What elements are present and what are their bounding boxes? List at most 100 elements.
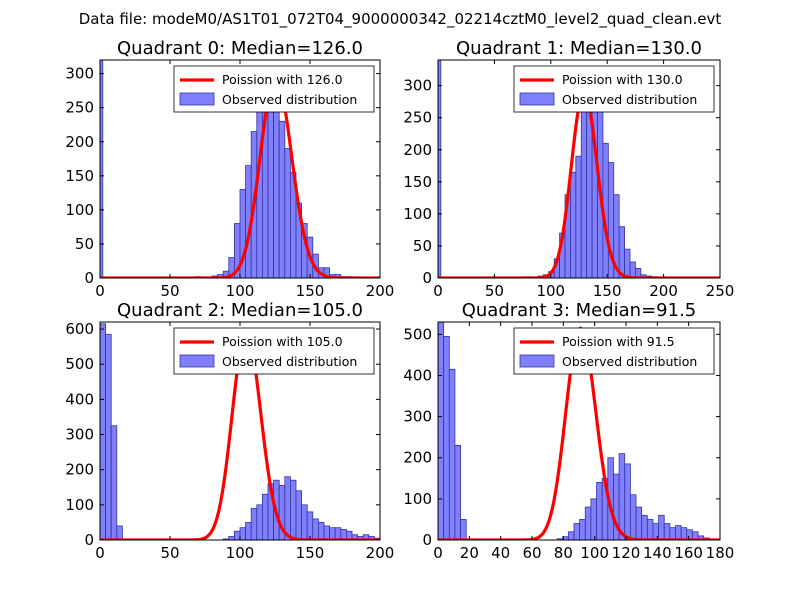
legend-bar-label: Observed distribution (562, 354, 697, 369)
y-tick-label: 50 (75, 235, 94, 253)
histogram-bar (116, 525, 123, 540)
x-tick-label: 150 (296, 544, 325, 562)
histogram-bar (438, 322, 445, 540)
y-tick-label: 400 (403, 366, 432, 384)
x-tick-label: 80 (554, 544, 573, 562)
x-tick-label: 180 (706, 544, 735, 562)
histogram-bar (110, 425, 118, 540)
histogram-bar (591, 85, 598, 278)
y-tick-label: 150 (65, 167, 94, 185)
histogram-bar (641, 514, 648, 540)
histogram-bar (575, 155, 582, 278)
histogram-bar (579, 519, 586, 540)
histogram-bar (100, 323, 106, 540)
plot-area (100, 60, 380, 278)
y-tick-label: 50 (413, 237, 432, 255)
histogram-bar (635, 267, 642, 278)
histogram-bar (233, 530, 241, 540)
x-tick-label: 100 (226, 282, 255, 300)
x-tick-label: 0 (95, 544, 105, 562)
y-tick-label: 200 (403, 141, 432, 159)
quadrant-2-panel: 0 50 100 150 200 0 100 200 300 400 500 600 Quadrant … (65, 300, 394, 562)
histogram-bar (646, 519, 654, 540)
histogram-bar (570, 171, 577, 278)
x-tick-label: 200 (366, 544, 395, 562)
figure-title: Data file: modeM0/AS1T01_072T04_90000003… (79, 10, 722, 29)
histogram-bar (580, 85, 588, 278)
histogram-bar (635, 506, 643, 540)
y-tick-label: 500 (403, 325, 432, 343)
y-tick-label: 400 (65, 390, 94, 408)
y-tick-label: 0 (84, 269, 94, 287)
x-tick-label: 60 (522, 544, 541, 562)
quadrant-1-panel: 0 50 100 150 200 250 0 50 100 150 200 250 300 Quadran… (403, 38, 734, 300)
x-tick-label: 200 (366, 282, 395, 300)
x-tick-label: 150 (593, 282, 622, 300)
histogram-bar (317, 522, 325, 540)
histogram-bar (284, 148, 291, 278)
histogram-bar (675, 525, 682, 540)
x-tick-label: 200 (649, 282, 678, 300)
histogram-bar (596, 482, 603, 540)
legend: Poission with 130.0 Observed distribution (513, 65, 715, 113)
histogram-bar (228, 536, 235, 540)
panel-title: Quadrant 2: Median=105.0 (117, 300, 363, 321)
histogram-bar (443, 335, 450, 540)
histogram-bar (567, 531, 575, 540)
histogram-bar (624, 463, 631, 540)
y-tick-label: 300 (65, 65, 94, 83)
x-tick-label: 20 (460, 544, 479, 562)
histogram-bar (454, 444, 461, 540)
histogram-bar (273, 86, 280, 278)
histogram-bar (680, 527, 688, 540)
y-tick-label: 100 (403, 490, 432, 508)
axes-frame (437, 321, 721, 541)
y-tick-label: 250 (403, 109, 432, 127)
histogram-bar (256, 504, 263, 540)
y-tick-label: 300 (403, 408, 432, 426)
histogram-bar (590, 498, 597, 540)
y-tick-label: 0 (422, 269, 432, 287)
x-tick-label: 50 (160, 544, 179, 562)
legend: Poission with 126.0 Observed distribution (173, 65, 375, 113)
legend-bar-swatch (519, 354, 555, 368)
histogram-bar (460, 519, 467, 540)
histogram-bar (261, 493, 269, 540)
histogram-bar (573, 523, 581, 540)
x-tick-label: 160 (674, 544, 703, 562)
histogram-bar (250, 507, 258, 540)
x-tick-label: 250 (706, 282, 735, 300)
histogram-bar (239, 527, 246, 540)
panel-title: Quadrant 0: Median=126.0 (117, 38, 363, 59)
histogram-bar (448, 368, 456, 540)
x-tick-label: 40 (491, 544, 510, 562)
histogram-bar (105, 333, 112, 540)
histogram-bar (624, 248, 631, 278)
histogram-bar (629, 261, 636, 278)
histogram-bar (618, 453, 626, 540)
legend-curve-label: Poission with 105.0 (222, 334, 343, 349)
legend-bar-swatch (179, 354, 215, 368)
histogram-bar (301, 504, 308, 540)
legend-curve-label: Poission with 126.0 (222, 72, 343, 87)
legend-bar-label: Observed distribution (222, 354, 357, 369)
legend: Poission with 91.5 Observed distribution (513, 327, 715, 375)
legend-curve-label: Poission with 91.5 (562, 334, 675, 349)
quadrant-0-panel: 0 50 100 150 200 0 50 100 150 200 250 300 Quadrant 0… (65, 38, 394, 300)
x-tick-label: 100 (536, 282, 565, 300)
panel-title: Quadrant 1: Median=130.0 (456, 38, 702, 59)
histogram-bar (295, 490, 302, 540)
histogram-bar (669, 527, 676, 540)
plot-area (438, 60, 720, 278)
y-tick-label: 0 (84, 531, 94, 549)
legend: Poission with 105.0 Observed distribution (173, 327, 375, 375)
x-tick-label: 140 (643, 544, 672, 562)
histogram-bar (323, 525, 330, 540)
histogram-bar (284, 476, 291, 540)
quadrant-3-panel: 0 20 40 60 80 100 120 140 160 1800100200300400500… (403, 300, 734, 562)
histogram-bar (329, 527, 336, 540)
y-tick-label: 250 (65, 99, 94, 117)
histogram-bar (584, 506, 592, 540)
y-tick-label: 200 (65, 461, 94, 479)
